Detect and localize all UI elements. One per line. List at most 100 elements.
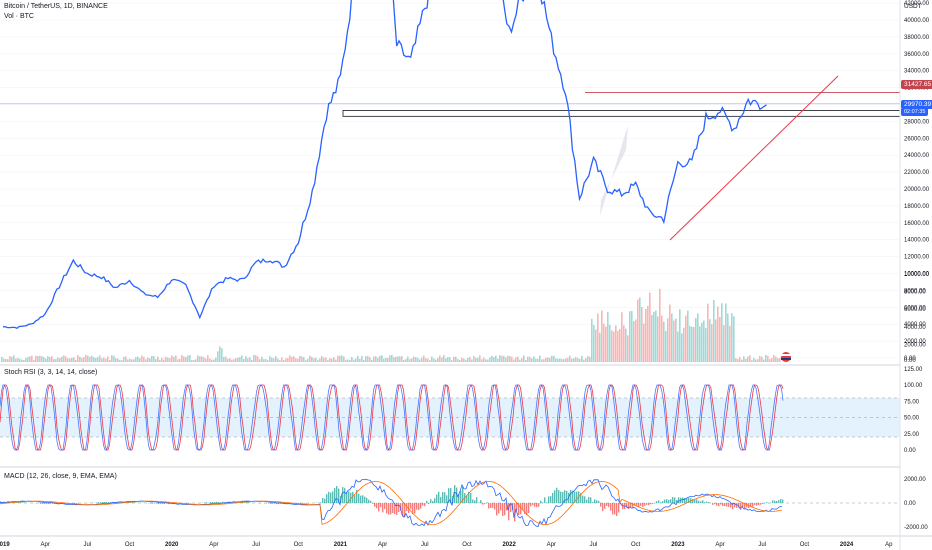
macd-histogram-bar — [704, 502, 706, 503]
macd-histogram-bar — [334, 488, 336, 503]
price-tick-label: 12000.00 — [904, 255, 930, 261]
macd-histogram-bar — [672, 497, 674, 503]
volume-bar — [349, 359, 351, 362]
volume-bar — [469, 357, 471, 362]
macd-histogram-bar — [106, 501, 108, 503]
volume-bar — [297, 358, 299, 362]
macd-histogram-bar — [604, 503, 606, 509]
stoch-rsi-pane — [0, 384, 900, 451]
volume-bar — [413, 356, 415, 362]
macd-histogram-bar — [630, 503, 632, 507]
macd-tick-label: 2000.00 — [904, 477, 926, 483]
volume-bar — [625, 328, 627, 362]
volume-bar — [169, 358, 171, 362]
volume-bar — [729, 325, 731, 362]
stoch-tick-label: 75.00 — [904, 399, 920, 405]
volume-bar — [589, 356, 591, 362]
flag-icon[interactable] — [781, 352, 791, 362]
volume-bar — [401, 356, 403, 362]
stoch-rsi-title[interactable]: Stoch RSI (3, 3, 14, 14, close) — [4, 369, 98, 376]
macd-histogram-bar — [396, 503, 398, 515]
macd-histogram-bar — [502, 503, 504, 517]
volume-bar — [743, 356, 745, 362]
macd-histogram-bar — [368, 499, 370, 503]
currency-label[interactable]: USDT — [904, 3, 922, 10]
macd-histogram-bar — [344, 488, 346, 503]
volume-bar — [305, 360, 307, 362]
volume-bar — [587, 356, 589, 362]
macd-histogram-bar — [736, 503, 738, 508]
volume-bar — [445, 358, 447, 362]
macd-histogram-bar — [566, 490, 568, 503]
macd-histogram-bar — [618, 503, 620, 513]
macd-histogram-bar — [564, 490, 566, 503]
volume-bar — [449, 357, 451, 362]
volume-bar — [281, 357, 283, 362]
macd-histogram-bar — [486, 502, 488, 503]
volume-bar — [759, 356, 761, 362]
macd-histogram-bar — [414, 503, 416, 514]
macd-histogram-bar — [360, 495, 362, 503]
volume-bar — [217, 351, 219, 362]
volume-bar — [47, 356, 49, 362]
volume-bar — [579, 359, 581, 362]
volume-bar — [199, 356, 201, 362]
volume-bar — [253, 355, 255, 362]
macd-histogram-bar — [356, 490, 358, 503]
volume-bar — [517, 356, 519, 362]
time-tick-label: Jul — [84, 542, 92, 548]
macd-title[interactable]: MACD (12, 26, close, 9, EMA, EMA) — [4, 473, 117, 480]
volume-bar — [151, 355, 153, 362]
macd-histogram-bar — [382, 503, 384, 513]
volume-bar — [11, 356, 13, 362]
volume-bar — [85, 355, 87, 362]
macd-histogram-bar — [676, 499, 678, 503]
macd-histogram-bar — [698, 500, 700, 503]
macd-histogram-bar — [572, 490, 574, 503]
symbol-title[interactable]: Bitcoin / TetherUS, 1D, BINANCE — [4, 3, 108, 10]
ascending-trendline — [669, 75, 839, 241]
volume-bar — [255, 355, 257, 362]
volume-bar — [619, 329, 621, 362]
volume-bar — [523, 355, 525, 362]
macd-histogram-bar — [734, 503, 736, 508]
macd-histogram-bar — [462, 486, 464, 503]
macd-histogram-bar — [110, 502, 112, 503]
macd-histogram-bar — [656, 501, 658, 503]
macd-histogram-bar — [594, 499, 596, 503]
macd-histogram-bar — [162, 503, 164, 504]
volume-bar — [61, 356, 63, 362]
macd-histogram-bar — [496, 503, 498, 516]
macd-histogram-bar — [384, 503, 386, 510]
volume-bar — [629, 311, 631, 362]
macd-histogram-bar — [524, 503, 526, 515]
time-tick-label: Oct — [125, 542, 135, 548]
macd-histogram-bar — [700, 501, 702, 503]
volume-bar — [287, 357, 289, 362]
volume-bar — [105, 358, 107, 362]
volume-bar — [471, 359, 473, 362]
volume-bar — [231, 359, 233, 362]
macd-histogram-bar — [166, 503, 168, 504]
price-tick-label: 38000.00 — [904, 35, 930, 41]
macd-histogram-bar — [352, 491, 354, 503]
volume-bar — [311, 356, 313, 362]
volume-bar — [633, 321, 635, 362]
volume-bar — [89, 356, 91, 362]
macd-histogram-bar — [484, 503, 486, 505]
volume-bar — [145, 359, 147, 362]
volume-bar — [131, 359, 133, 362]
macd-line — [0, 478, 782, 528]
macd-histogram-bar — [426, 500, 428, 503]
volume-bar — [435, 359, 437, 362]
volume-bar — [251, 360, 253, 362]
volume-bar — [583, 359, 585, 362]
macd-histogram-bar — [774, 500, 776, 503]
macd-histogram-bar — [104, 501, 106, 503]
volume-bar — [521, 358, 523, 362]
annotation-layer — [0, 75, 901, 241]
macd-histogram-bar — [44, 503, 46, 504]
macd-signal-line — [0, 480, 783, 526]
volume-bar — [685, 315, 687, 362]
